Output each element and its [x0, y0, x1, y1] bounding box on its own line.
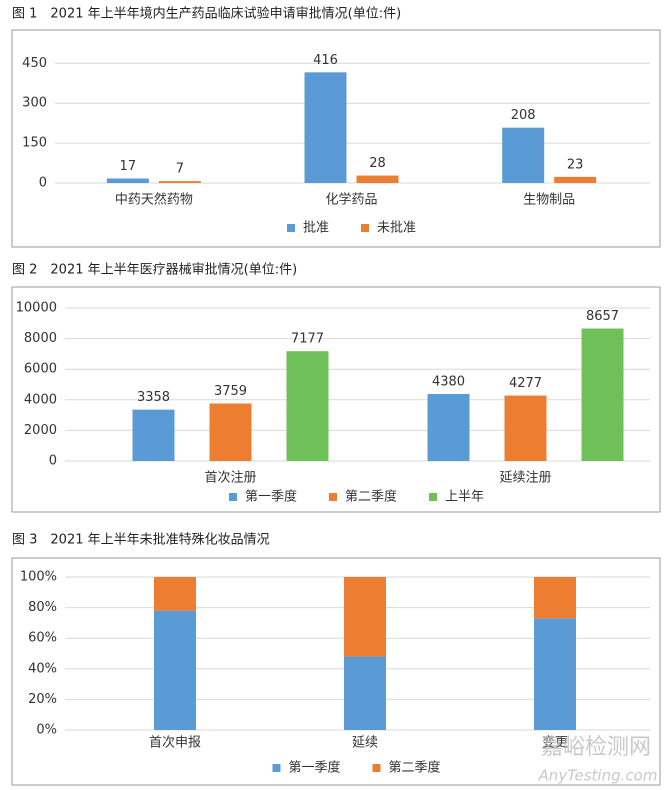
- chart-frame: [11, 557, 661, 786]
- x-tick-label: 延续: [352, 736, 378, 751]
- y-tick-label: 100%: [20, 570, 57, 585]
- y-tick-label: 2000: [24, 423, 57, 438]
- data-label: 4277: [509, 376, 542, 391]
- y-tick-label: 300: [22, 96, 47, 111]
- y-tick-label: 10000: [16, 301, 57, 316]
- bar: [356, 175, 399, 183]
- bar: [106, 178, 149, 183]
- x-tick-label: 生物制品: [523, 193, 575, 208]
- y-tick-label: 40%: [28, 661, 57, 676]
- bar: [534, 577, 576, 619]
- legend-label: 上半年: [445, 490, 484, 505]
- data-label: 3759: [214, 384, 247, 399]
- bar: [286, 351, 329, 461]
- y-tick-label: 60%: [28, 631, 57, 646]
- bar: [132, 409, 175, 461]
- legend-swatch: [361, 224, 369, 232]
- data-label: 208: [511, 108, 536, 123]
- y-tick-label: 20%: [28, 692, 57, 707]
- legend-swatch: [287, 224, 295, 232]
- chart-frame: [11, 29, 661, 248]
- bar: [209, 403, 252, 461]
- bar: [427, 393, 470, 461]
- bar: [344, 577, 386, 657]
- y-tick-label: 0: [49, 454, 57, 469]
- x-tick-label: 中药天然药物: [115, 192, 193, 208]
- x-tick-label: 首次注册: [204, 470, 256, 486]
- data-label: 3358: [137, 390, 170, 405]
- bar: [154, 610, 196, 730]
- data-label: 4380: [432, 374, 465, 389]
- y-tick-label: 8000: [24, 331, 57, 346]
- legend-swatch: [372, 764, 381, 772]
- bar: [304, 72, 347, 183]
- y-tick-label: 0%: [36, 723, 57, 738]
- data-label: 416: [313, 53, 338, 68]
- bar: [158, 181, 201, 183]
- data-label: 8657: [586, 309, 619, 324]
- y-tick-label: 80%: [28, 600, 57, 615]
- data-label: 23: [567, 157, 584, 172]
- legend-label: 第二季度: [389, 760, 441, 776]
- bar: [154, 577, 196, 611]
- legend-label: 批准: [303, 221, 329, 236]
- legend-swatch: [272, 764, 281, 772]
- y-tick-label: 0: [39, 176, 47, 191]
- y-tick-label: 4000: [24, 392, 57, 407]
- bar: [534, 618, 576, 730]
- data-label: 7: [176, 162, 184, 177]
- bar: [502, 127, 545, 183]
- legend-label: 第二季度: [345, 489, 397, 505]
- data-label: 17: [120, 159, 137, 174]
- legend-swatch: [429, 493, 437, 501]
- bar: [504, 395, 547, 461]
- bar: [581, 328, 624, 461]
- y-tick-label: 6000: [24, 362, 57, 377]
- chart-title: 图 3 2021 年上半年未批准特殊化妆品情况: [12, 533, 270, 548]
- chart-title: 图 1 2021 年上半年境内生产药品临床试验申请审批情况(单位:件): [12, 6, 401, 22]
- x-tick-label: 化学药品: [325, 192, 377, 208]
- chart-title: 图 2 2021 年上半年医疗器械审批情况(单位:件): [12, 263, 297, 278]
- legend-label: 第一季度: [289, 760, 341, 776]
- watermark-url: AnyTesting.com: [538, 767, 658, 785]
- data-label: 28: [369, 156, 386, 171]
- data-label: 7177: [291, 332, 324, 347]
- legend-label: 未批准: [377, 221, 416, 236]
- chart-frame: [11, 286, 661, 513]
- x-tick-label: 首次申报: [149, 735, 201, 751]
- legend-swatch: [229, 493, 237, 501]
- y-tick-label: 150: [22, 136, 47, 151]
- bar: [554, 176, 597, 183]
- watermark-name: 嘉峪检测网: [541, 735, 651, 760]
- bar: [344, 656, 386, 730]
- x-tick-label: 变更: [542, 735, 568, 751]
- legend-swatch: [329, 493, 337, 501]
- x-tick-label: 延续注册: [499, 471, 551, 486]
- y-tick-label: 450: [22, 56, 47, 71]
- legend-label: 第一季度: [245, 489, 297, 505]
